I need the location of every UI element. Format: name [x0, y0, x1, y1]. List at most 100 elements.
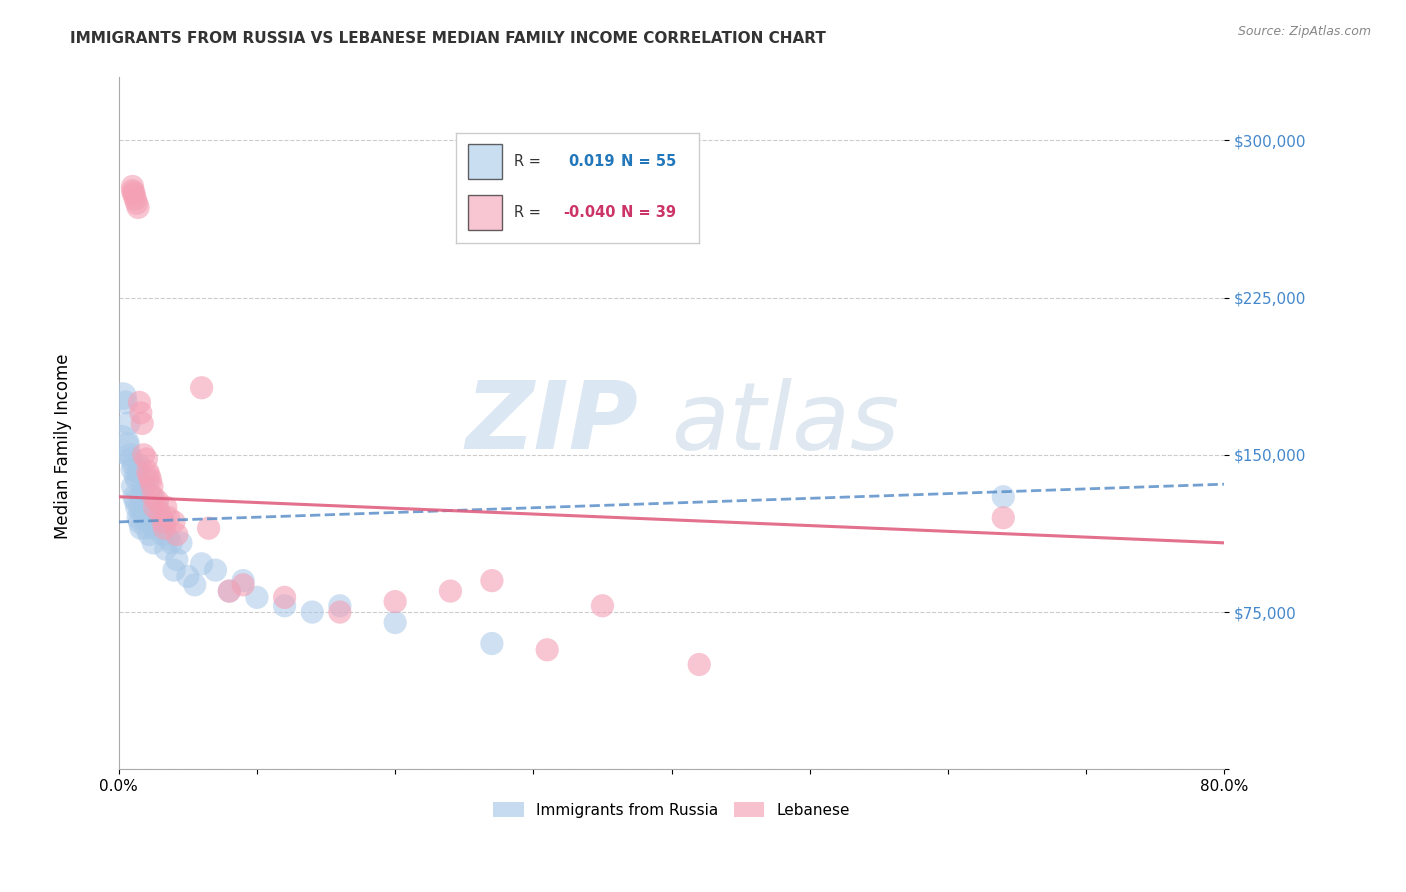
Point [536, 642, 558, 657]
Point [993, 490, 1015, 504]
Point [190, 381, 212, 395]
Point [218, 584, 240, 599]
Point [139, 473, 162, 487]
Point [132, 479, 155, 493]
Point [131, 507, 153, 521]
Point [163, 563, 186, 577]
Point [136, 473, 159, 487]
Point [157, 532, 180, 546]
Point [127, 201, 149, 215]
Point [301, 605, 323, 619]
Point [121, 462, 143, 476]
Point [138, 468, 160, 483]
Point [170, 536, 193, 550]
Point [163, 515, 186, 529]
Point [329, 605, 352, 619]
Legend: Immigrants from Russia, Lebanese: Immigrants from Russia, Lebanese [486, 796, 856, 824]
Point [136, 465, 159, 479]
Point [153, 521, 176, 535]
Point [131, 417, 153, 431]
Point [439, 584, 461, 599]
Point [142, 490, 165, 504]
Text: Median Family Income: Median Family Income [55, 353, 72, 539]
Point [152, 527, 174, 541]
Point [124, 494, 146, 508]
Point [177, 569, 200, 583]
Point [132, 448, 155, 462]
Point [134, 510, 156, 524]
Point [127, 465, 149, 479]
Point [160, 536, 183, 550]
Text: ZIP: ZIP [465, 377, 638, 469]
Point [118, 448, 141, 462]
Point [143, 500, 166, 515]
Point [232, 574, 254, 588]
Point [129, 490, 152, 504]
Point [128, 500, 150, 515]
Point [481, 574, 503, 588]
Point [688, 657, 710, 672]
Point [115, 437, 138, 451]
Point [146, 494, 169, 508]
Point [232, 578, 254, 592]
Point [125, 473, 148, 487]
Text: atlas: atlas [672, 378, 900, 469]
Point [141, 490, 163, 504]
Point [142, 536, 165, 550]
Point [592, 599, 614, 613]
Point [128, 458, 150, 473]
Point [152, 515, 174, 529]
Point [135, 452, 157, 467]
Point [127, 510, 149, 524]
Point [128, 395, 150, 409]
Point [122, 458, 145, 473]
Point [121, 184, 143, 198]
Point [108, 437, 131, 451]
Point [993, 510, 1015, 524]
Point [329, 599, 352, 613]
Point [218, 584, 240, 599]
Point [139, 515, 162, 529]
Point [124, 192, 146, 206]
Text: Source: ZipAtlas.com: Source: ZipAtlas.com [1237, 25, 1371, 38]
Point [114, 395, 136, 409]
Point [121, 179, 143, 194]
Point [138, 527, 160, 541]
Point [143, 521, 166, 535]
Point [149, 507, 172, 521]
Point [155, 542, 177, 557]
Point [111, 389, 134, 403]
Point [122, 490, 145, 504]
Point [197, 521, 219, 535]
Point [153, 515, 176, 529]
Point [129, 406, 152, 420]
Point [273, 599, 295, 613]
Point [141, 479, 163, 493]
Point [384, 615, 406, 630]
Point [155, 500, 177, 515]
Point [128, 515, 150, 529]
Point [273, 591, 295, 605]
Point [204, 563, 226, 577]
Point [166, 527, 188, 541]
Point [125, 196, 148, 211]
Point [166, 552, 188, 566]
Point [122, 187, 145, 202]
Point [124, 468, 146, 483]
Point [190, 557, 212, 571]
Point [246, 591, 269, 605]
Point [146, 500, 169, 515]
Point [481, 636, 503, 650]
Point [135, 521, 157, 535]
Point [122, 186, 145, 200]
Text: IMMIGRANTS FROM RUSSIA VS LEBANESE MEDIAN FAMILY INCOME CORRELATION CHART: IMMIGRANTS FROM RUSSIA VS LEBANESE MEDIA… [70, 31, 827, 46]
Point [129, 521, 152, 535]
Point [157, 510, 180, 524]
Point [121, 479, 143, 493]
Point [117, 417, 139, 431]
Point [384, 594, 406, 608]
Point [125, 500, 148, 515]
Point [149, 510, 172, 524]
Point [184, 578, 207, 592]
Point [120, 452, 142, 467]
